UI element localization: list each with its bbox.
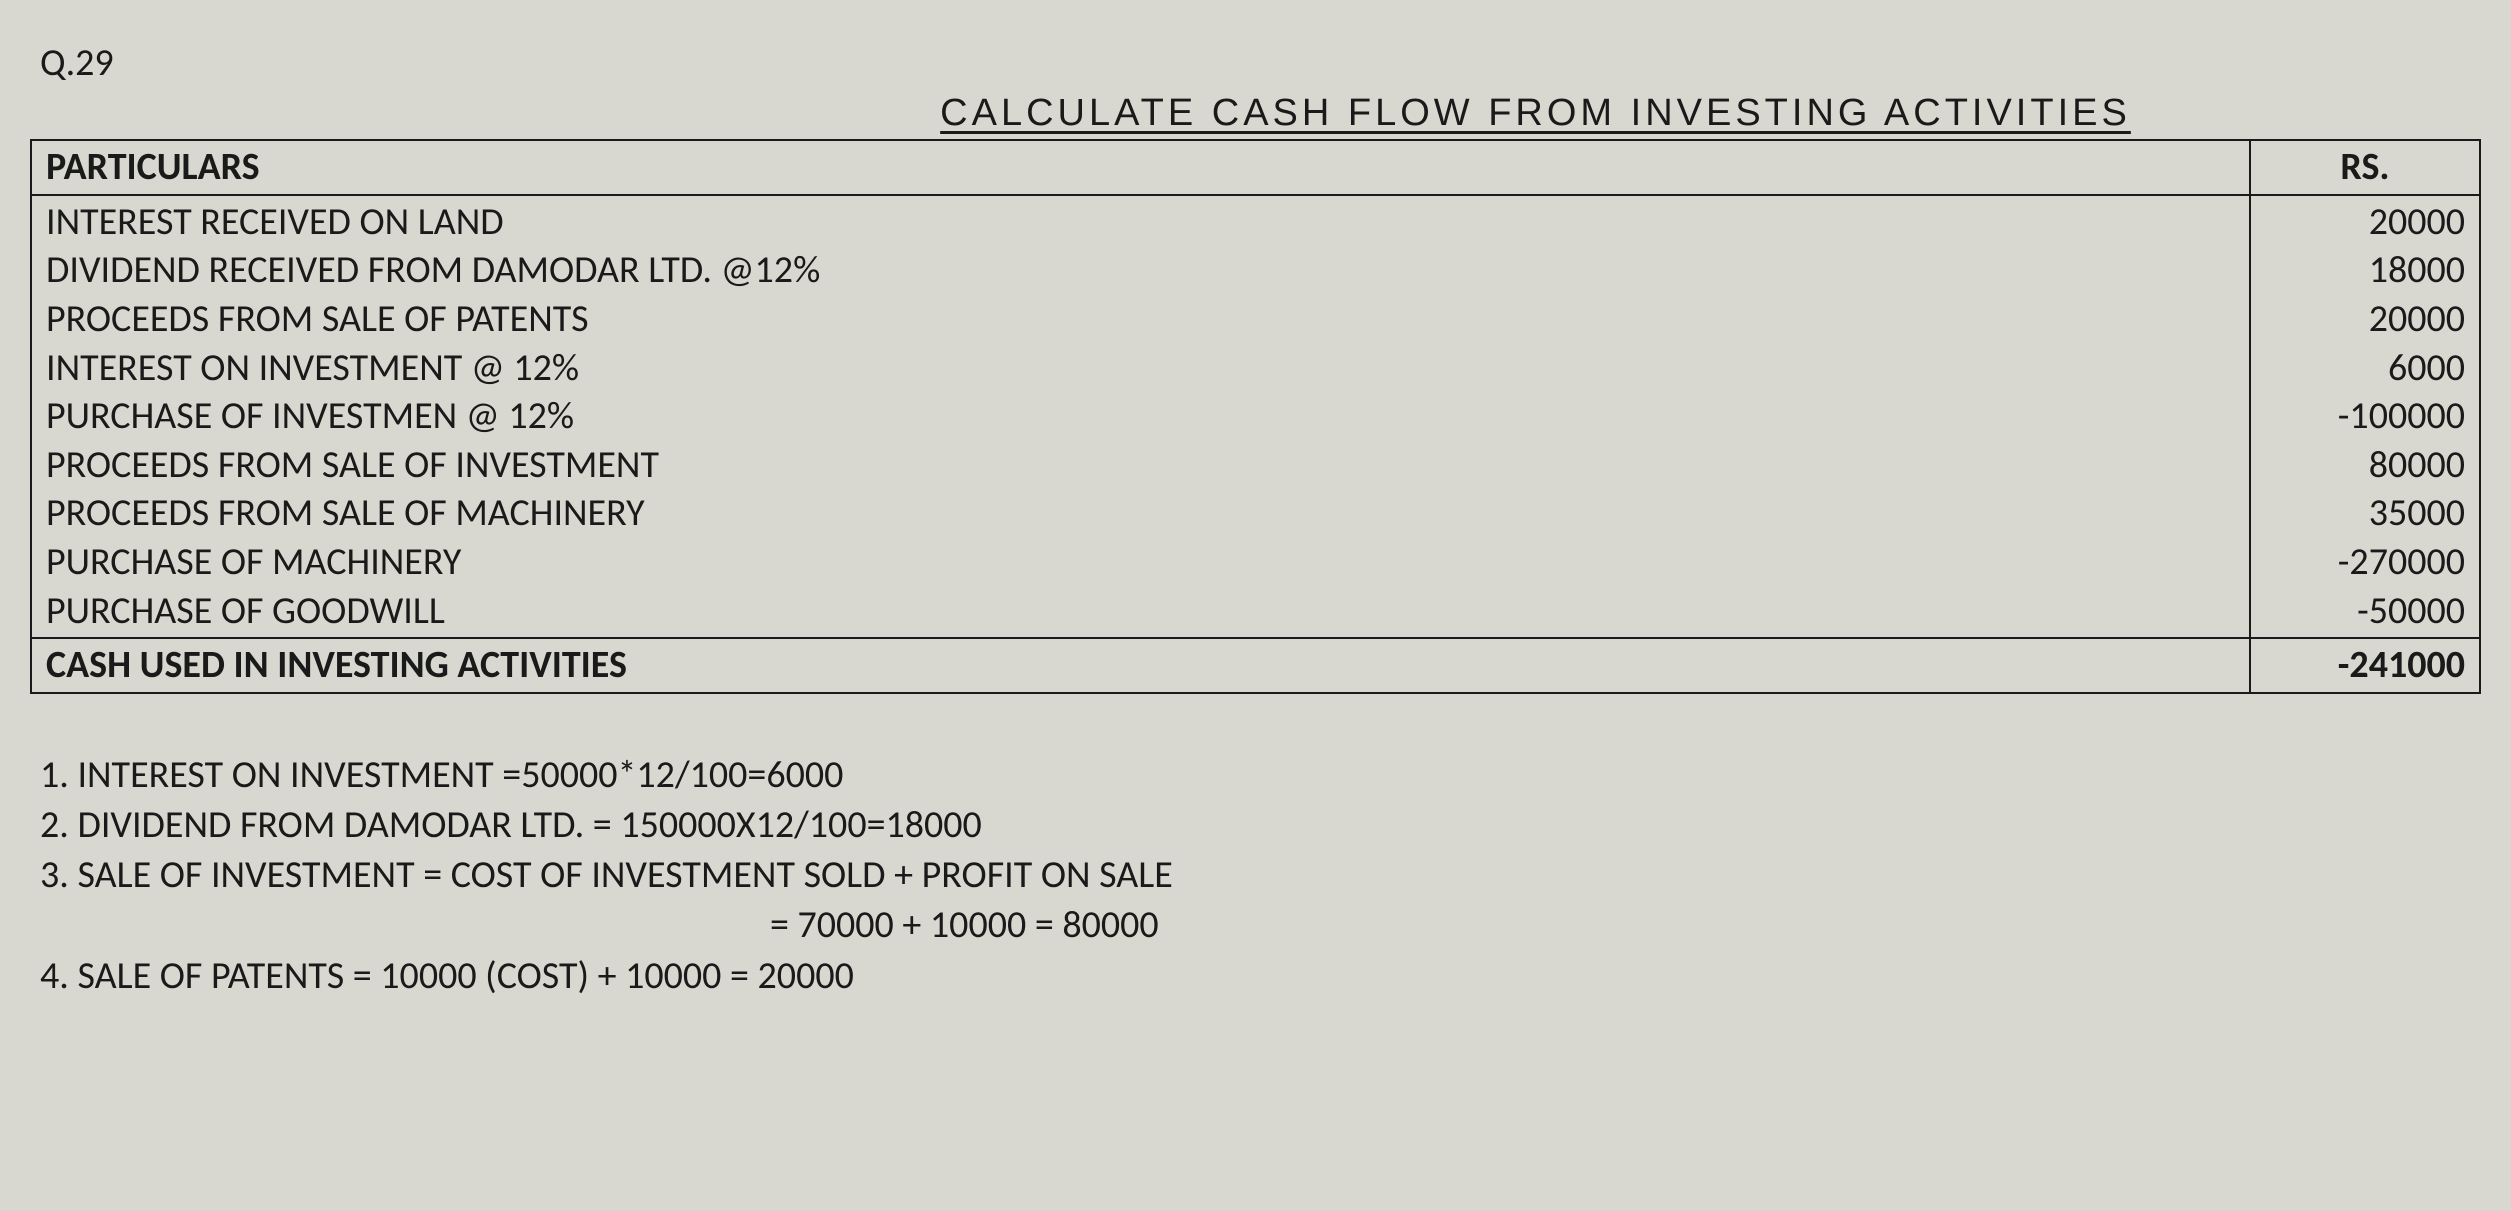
note-line: 4. SALE OF PATENTS = 10000 (COST) + 1000… (40, 951, 2481, 1001)
row-label: PROCEEDS FROM SALE OF PATENTS (46, 295, 2235, 344)
row-label: PROCEEDS FROM SALE OF INVESTMENT (46, 441, 2235, 490)
note-line-continuation: = 70000 + 10000 = 80000 (770, 900, 2481, 950)
row-amount: 6000 (2265, 344, 2465, 393)
row-amount: 18000 (2265, 246, 2465, 295)
row-amount: 80000 (2265, 441, 2465, 490)
row-label: PURCHASE OF MACHINERY (46, 538, 2235, 587)
row-amount: 35000 (2265, 489, 2465, 538)
row-label: PURCHASE OF INVESTMEN @ 12% (46, 392, 2235, 441)
note-line: 3. SALE OF INVESTMENT = COST OF INVESTME… (40, 850, 2481, 900)
header-amount: RS. (2250, 140, 2480, 195)
row-amount: -50000 (2265, 587, 2465, 636)
page-title: CALCULATE CASH FLOW FROM INVESTING ACTIV… (590, 92, 2481, 135)
amount-cell: 20000 18000 20000 6000 -100000 80000 350… (2250, 195, 2480, 639)
question-number: Q.29 (40, 40, 2481, 86)
particulars-cell: INTEREST RECEIVED ON LAND DIVIDEND RECEI… (31, 195, 2250, 639)
total-row: CASH USED IN INVESTING ACTIVITIES -24100… (31, 638, 2480, 693)
row-label: PROCEEDS FROM SALE OF MACHINERY (46, 489, 2235, 538)
row-amount: -270000 (2265, 538, 2465, 587)
row-amount: -100000 (2265, 392, 2465, 441)
page: Q.29 CALCULATE CASH FLOW FROM INVESTING … (0, 0, 2511, 1031)
total-amount: -241000 (2250, 638, 2480, 693)
row-label: DIVIDEND RECEIVED FROM DAMODAR LTD. @12% (46, 246, 2235, 295)
row-amount: 20000 (2265, 295, 2465, 344)
row-label: INTEREST RECEIVED ON LAND (46, 198, 2235, 247)
row-amount: 20000 (2265, 198, 2465, 247)
table-body-row: INTEREST RECEIVED ON LAND DIVIDEND RECEI… (31, 195, 2480, 639)
working-notes: 1. INTEREST ON INVESTMENT =50000*12/100=… (40, 750, 2481, 1001)
row-label: INTEREST ON INVESTMENT @ 12% (46, 344, 2235, 393)
note-line: 2. DIVIDEND FROM DAMODAR LTD. = 150000X1… (40, 800, 2481, 850)
cashflow-table: PARTICULARS RS. INTEREST RECEIVED ON LAN… (30, 139, 2481, 694)
header-particulars: PARTICULARS (31, 140, 2250, 195)
table-header-row: PARTICULARS RS. (31, 140, 2480, 195)
row-label: PURCHASE OF GOODWILL (46, 587, 2235, 636)
note-line: 1. INTEREST ON INVESTMENT =50000*12/100=… (40, 750, 2481, 800)
total-label: CASH USED IN INVESTING ACTIVITIES (31, 638, 2250, 693)
